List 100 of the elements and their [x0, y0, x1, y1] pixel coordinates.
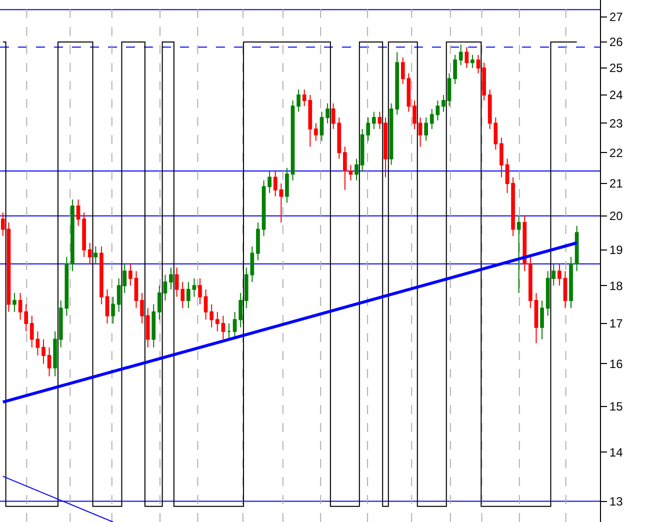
candlestick: [447, 72, 452, 107]
candlestick: [169, 266, 173, 290]
candlestick: [134, 270, 138, 309]
candlestick: [105, 288, 110, 324]
y-tick-label: 19: [609, 243, 624, 258]
candlestick: [453, 54, 457, 85]
candlestick: [256, 222, 260, 261]
candlestick: [111, 296, 115, 324]
candlestick: [296, 89, 300, 112]
candlestick: [378, 111, 382, 130]
candlestick: [268, 170, 272, 194]
candlestick: [47, 346, 52, 377]
candlestick: [18, 292, 22, 320]
candlestick: [430, 108, 434, 130]
candlestick: [476, 54, 480, 74]
candlestick: [574, 225, 579, 272]
y-tick-label: 26: [609, 35, 624, 50]
candlestick: [88, 242, 92, 264]
candlestick: [395, 52, 400, 116]
candlestick: [500, 137, 504, 178]
y-tick-label: 21: [609, 176, 624, 191]
candlestick: [244, 266, 248, 309]
candlestick: [470, 54, 474, 68]
y-tick-label: 13: [609, 494, 624, 508]
candlestick: [458, 44, 463, 66]
candlestick: [227, 323, 231, 340]
candlestick: [82, 212, 86, 258]
candlestick: [250, 246, 254, 282]
candlestick: [436, 100, 440, 121]
candlestick: [262, 180, 266, 237]
candlestick: [343, 146, 347, 190]
y-tick-label: 20: [609, 209, 624, 224]
candlestick: [238, 292, 242, 328]
candlestick: [406, 72, 411, 112]
candlestick: [314, 122, 318, 142]
candlestick: [42, 338, 46, 364]
candlestick: [12, 292, 16, 312]
candlestick: [6, 222, 11, 312]
candlestick: [366, 116, 370, 142]
candlestick: [204, 288, 208, 320]
candlestick: [70, 198, 74, 272]
candlestick: [146, 308, 150, 348]
candlestick: [30, 315, 34, 348]
candlestick: [516, 215, 521, 294]
candlestick: [186, 281, 190, 309]
y-tick-label: 17: [609, 316, 624, 331]
candlestick: [94, 246, 98, 264]
y-tick-label: 22: [609, 146, 624, 160]
candlestick: [158, 285, 162, 320]
candlestick: [563, 270, 568, 309]
candlestick: [389, 102, 394, 166]
candlestick: [285, 167, 289, 204]
y-tick-label: 16: [609, 356, 624, 371]
candlestick: [76, 198, 80, 226]
candlestick: [100, 246, 104, 305]
candlestick: [442, 94, 446, 112]
candlestick: [412, 100, 416, 130]
candlestick: [174, 266, 179, 298]
candlestick: [36, 330, 40, 356]
candlestick: [180, 281, 185, 309]
candlestick: [540, 300, 544, 340]
candlestick: [505, 158, 510, 194]
candlestick: [64, 256, 69, 316]
y-tick-label: 25: [609, 61, 624, 76]
candlestick: [221, 315, 226, 340]
candlestick: [290, 100, 295, 181]
candlestick: [482, 62, 486, 102]
candlestick: [372, 111, 376, 130]
candlestick: [511, 176, 515, 237]
candlestick: [569, 256, 573, 309]
candlestick: [152, 304, 156, 348]
candlestick: [534, 292, 538, 344]
y-tick-label: 23: [609, 116, 624, 130]
candlestick: [232, 311, 237, 340]
y-tick-label: 24: [609, 88, 624, 102]
y-tick-label: 14: [609, 445, 624, 460]
candlestick: [53, 330, 57, 377]
candlestick: [348, 164, 353, 181]
candlestick: [140, 292, 144, 324]
candlestick: [464, 46, 469, 68]
y-tick-label: 18: [609, 278, 624, 293]
candlestick: [326, 102, 330, 124]
y-tick-label: 27: [609, 10, 624, 24]
candlestick: [384, 116, 388, 178]
candlestick: [0, 212, 5, 237]
candlestick: [418, 116, 422, 148]
candlestick: [354, 158, 358, 181]
candlestick: [198, 278, 202, 305]
candlestick: [528, 256, 532, 309]
candlestick: [192, 278, 196, 298]
candlestick: [400, 56, 405, 85]
candlestick: [215, 311, 220, 332]
candlestick: [210, 304, 214, 328]
candlestick: [58, 300, 63, 348]
candlestick: [522, 215, 527, 272]
candlestick: [320, 111, 324, 142]
candlestick: [128, 263, 132, 286]
candlestick: [360, 128, 364, 172]
y-tick-label: 15: [609, 400, 624, 414]
candlestick: [424, 116, 428, 142]
